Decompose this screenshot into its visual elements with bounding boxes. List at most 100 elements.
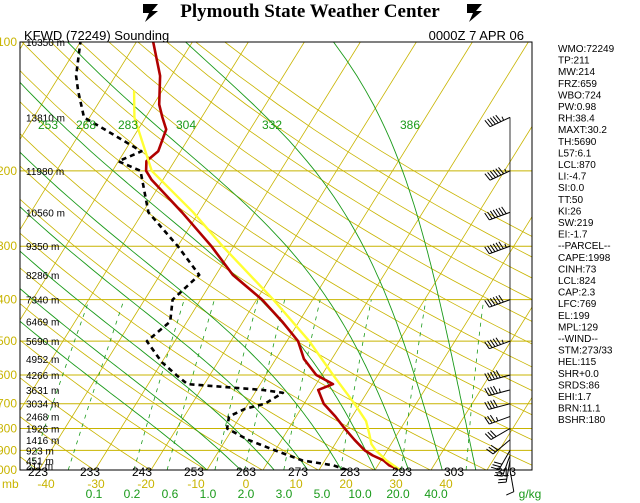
index-item: MW:214 [558,67,595,78]
theta-e-label: 304 [176,118,196,132]
wind-barb [484,294,511,308]
moist-adiabat [185,42,443,470]
moist-adiabat [67,42,410,470]
index-item: SW:219 [558,218,594,229]
wind-barb [484,167,511,181]
height-label: 6469 m [26,318,59,329]
pressure-tick-label: 800 [0,422,17,436]
theta-e-label: 253 [38,118,58,132]
parcel-profile [132,90,401,470]
index-item: LFC:769 [558,299,597,310]
theta-tick-label: 223 [28,465,48,479]
temperature-tick-label: 20 [339,477,353,491]
dry-adiabat [166,42,532,279]
index-item: LCL:824 [558,276,596,287]
height-label: 7340 m [26,296,59,307]
mixing-ratio-line [283,299,321,470]
mixing-ratio-line [465,299,484,470]
isotherm-line [20,42,193,321]
height-label: 1926 m [26,425,59,436]
moist-adiabat [20,287,241,470]
dry-adiabat [20,101,532,441]
pressure-tick-label: 600 [0,368,17,382]
temperature-tick-label: 40 [439,477,453,491]
dry-adiabat [20,377,151,470]
height-label: 16350 m [26,38,65,49]
theta-e-label: 386 [400,118,420,132]
index-item: --WIND-- [558,334,598,345]
dry-adiabat [21,42,532,392]
mixing-ratio-unit: g/kg [519,487,542,501]
moist-adiabat [20,250,275,470]
mixing-ratio-line [214,299,259,470]
pressure-tick-label: 700 [0,397,17,411]
mixing-ratio-line [67,299,125,470]
index-item: LCL:870 [558,160,596,171]
mixing-ratio-line [166,299,215,470]
mixing-ratio-label: 0.2 [124,487,141,501]
temperature-tick-label: -40 [37,477,55,491]
height-label: 9350 m [26,242,59,253]
wind-barb [484,114,511,128]
dry-adiabat [137,42,532,300]
wind-barb [484,206,511,221]
index-item: TP:211 [558,56,590,67]
moist-adiabat [333,42,477,470]
theta-tick-label: 303 [444,465,464,479]
index-item: EL:199 [558,311,590,322]
wind-barb [484,241,511,255]
mixing-ratio-label: 2.0 [238,487,255,501]
dry-adiabat [20,198,431,470]
index-item: CAPE:1998 [558,253,611,264]
axis-labels: 100200300400500600700800900100016350 m13… [0,35,541,501]
wind-barb [484,337,511,350]
index-item: KI:26 [558,206,582,217]
index-item: TT:50 [558,195,583,206]
dewpoint-profile [74,42,348,470]
moist-adiabat [20,81,376,470]
temperature-tick-label: -30 [87,477,105,491]
index-item: RH:38.4 [558,114,595,125]
isotherm-line [150,42,417,470]
dry-adiabat [20,165,487,470]
index-item: SRDS:86 [558,380,600,391]
isotherm-line [430,306,532,470]
theta-e-label: 268 [76,118,96,132]
wind-barb [484,385,511,397]
plot-frame [19,41,533,471]
theta-tick-label: 283 [340,465,360,479]
index-item: STM:273/33 [558,346,613,357]
height-label: 4266 m [26,371,59,382]
mixing-ratio-label: 20.0 [386,487,410,501]
temperature-tick-label: 0 [243,477,250,491]
height-label: 11980 m [26,167,64,178]
dry-adiabat [79,42,532,345]
wind-barb [497,460,511,484]
isotherm-line [20,42,81,141]
wind-barb [484,414,511,425]
mixing-ratio-line [133,299,185,470]
dry-adiabat [20,416,95,470]
height-label: 923 m [26,446,54,457]
isotherm-line [20,42,137,231]
time-label: 0000Z 7 APR 06 [429,28,524,43]
height-label: 13810 m [26,113,65,124]
pressure-tick-label: 200 [0,164,17,178]
index-item: PW:0.98 [558,102,597,113]
index-item: CAP:2.3 [558,288,596,299]
dry-adiabat [20,303,263,470]
index-item: CINH:73 [558,264,597,275]
index-item: EHI:1.7 [558,392,592,403]
isotherm-line [38,42,305,470]
theta-tick-label: 253 [184,465,204,479]
mixing-ratio-label: 1.0 [200,487,217,501]
temperature-profile [144,42,401,470]
wind-barb [490,450,511,470]
dry-adiabat [20,232,375,470]
index-item: LI:-4.7 [558,172,587,183]
index-item: WMO:72249 [558,44,615,55]
isotherm-line [486,396,532,470]
temperature-tick-label: 30 [389,477,403,491]
wind-barbs [484,114,515,496]
